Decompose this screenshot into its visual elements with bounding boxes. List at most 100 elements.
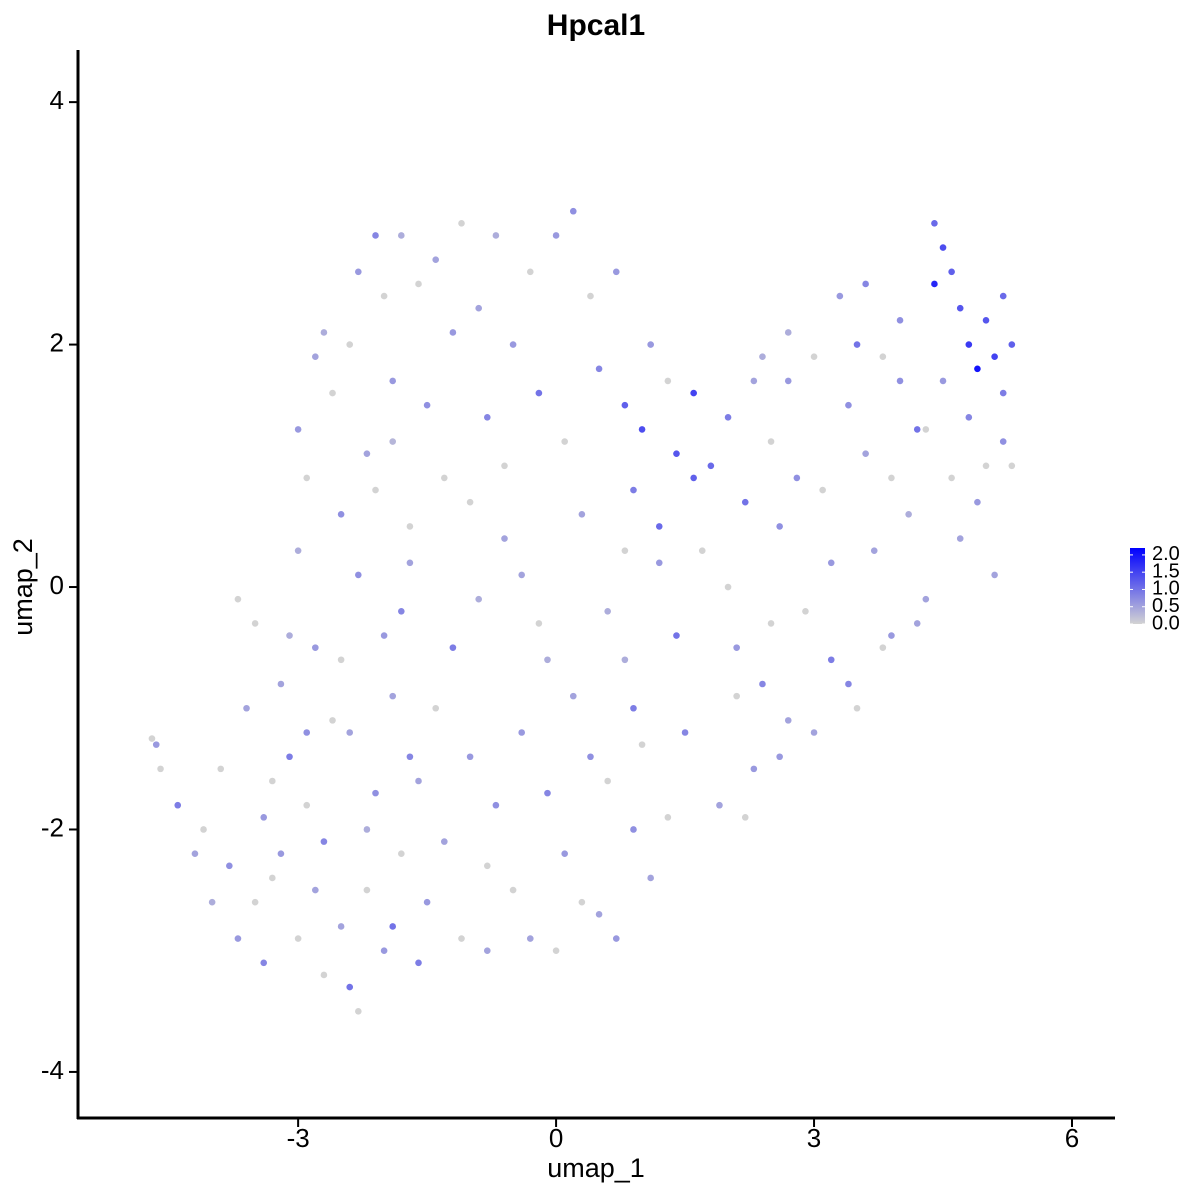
point: [329, 389, 336, 397]
point: [845, 401, 852, 409]
point: [965, 341, 973, 348]
point: [595, 365, 603, 373]
point: [380, 632, 388, 639]
point: [526, 268, 534, 276]
point: [621, 656, 629, 664]
point: [595, 911, 603, 918]
point: [535, 389, 543, 397]
point: [931, 280, 938, 288]
point: [363, 886, 371, 894]
point: [845, 680, 852, 688]
point: [320, 329, 328, 336]
point: [630, 826, 637, 833]
point: [380, 292, 388, 300]
point: [294, 935, 302, 942]
point: [483, 947, 491, 955]
point: [991, 353, 998, 361]
point: [604, 777, 611, 785]
point: [329, 717, 336, 724]
point: [372, 486, 379, 494]
point: [853, 704, 861, 712]
point: [269, 874, 276, 882]
point: [647, 341, 654, 348]
point: [931, 220, 938, 227]
point: [260, 814, 268, 821]
point: [277, 850, 285, 858]
point: [441, 838, 448, 845]
point: [200, 826, 207, 833]
point: [355, 571, 362, 579]
point: [269, 777, 276, 785]
point: [509, 886, 517, 894]
point: [415, 777, 422, 785]
point: [827, 559, 835, 567]
point: [621, 401, 629, 409]
point: [415, 959, 422, 967]
point: [956, 535, 964, 542]
point: [956, 304, 964, 312]
color-tick-label: 0.5: [1152, 595, 1180, 617]
point: [724, 583, 732, 591]
x-tick-label: 0: [549, 1123, 563, 1153]
point: [458, 220, 465, 227]
point: [888, 632, 895, 639]
point: [251, 898, 259, 906]
point: [337, 923, 345, 930]
point: [888, 474, 895, 482]
point: [286, 632, 293, 639]
point: [277, 680, 285, 688]
point: [449, 644, 457, 651]
point: [776, 753, 783, 761]
point: [363, 826, 371, 833]
point: [681, 729, 689, 736]
point: [922, 426, 930, 433]
point: [999, 438, 1007, 445]
point: [152, 741, 160, 748]
point: [346, 729, 354, 736]
point: [483, 414, 491, 421]
point: [896, 317, 904, 324]
color-tick-label: 1.5: [1152, 560, 1180, 582]
point: [389, 923, 397, 930]
point: [535, 620, 543, 627]
point: [698, 547, 706, 554]
point: [217, 765, 225, 773]
point: [784, 377, 792, 385]
point: [372, 232, 379, 239]
point: [827, 656, 835, 664]
point: [492, 232, 500, 239]
point: [862, 450, 869, 457]
point: [475, 595, 482, 603]
point: [312, 353, 319, 361]
point: [896, 377, 904, 385]
point: [690, 474, 697, 482]
point: [552, 232, 560, 239]
point: [776, 523, 783, 530]
point: [578, 510, 586, 518]
y-tick-label: -2: [41, 812, 64, 842]
point: [372, 789, 379, 797]
point: [466, 753, 474, 761]
point: [501, 535, 508, 542]
point: [226, 862, 233, 870]
point: [389, 377, 397, 385]
point: [552, 947, 560, 955]
point: [526, 935, 534, 942]
point: [423, 401, 431, 409]
point: [612, 935, 620, 942]
point: [673, 632, 680, 639]
x-tick-label: 3: [807, 1123, 821, 1153]
point: [982, 462, 990, 470]
point: [251, 620, 259, 627]
point: [948, 268, 955, 276]
point: [286, 753, 293, 761]
point: [810, 729, 818, 736]
point: [337, 656, 345, 664]
point: [243, 704, 250, 712]
point: [784, 329, 792, 336]
point: [208, 898, 216, 906]
point: [518, 729, 525, 736]
point: [1008, 341, 1016, 348]
point: [432, 256, 440, 264]
